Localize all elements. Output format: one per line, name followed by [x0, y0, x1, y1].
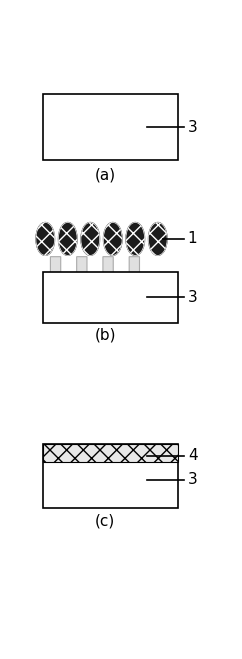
- Ellipse shape: [126, 223, 145, 256]
- FancyArrow shape: [127, 256, 141, 295]
- Ellipse shape: [81, 223, 100, 256]
- Ellipse shape: [81, 223, 100, 256]
- Bar: [43, 94, 178, 160]
- FancyArrow shape: [75, 256, 89, 295]
- Ellipse shape: [36, 223, 55, 256]
- Ellipse shape: [58, 223, 77, 256]
- Ellipse shape: [103, 223, 122, 256]
- Text: (c): (c): [95, 513, 115, 528]
- FancyArrow shape: [49, 256, 63, 295]
- Text: (b): (b): [95, 328, 116, 343]
- Text: 3: 3: [188, 290, 197, 304]
- Text: 3: 3: [188, 473, 197, 488]
- FancyArrow shape: [101, 256, 115, 295]
- Text: 4: 4: [188, 448, 197, 463]
- Ellipse shape: [36, 223, 55, 256]
- Bar: [43, 444, 178, 508]
- Ellipse shape: [148, 223, 167, 256]
- Ellipse shape: [103, 223, 122, 256]
- Bar: [43, 444, 178, 462]
- Text: 1: 1: [188, 231, 197, 246]
- Text: (a): (a): [95, 168, 116, 183]
- Bar: [43, 272, 178, 323]
- Text: 3: 3: [188, 120, 197, 135]
- Ellipse shape: [58, 223, 77, 256]
- Ellipse shape: [148, 223, 167, 256]
- Ellipse shape: [126, 223, 145, 256]
